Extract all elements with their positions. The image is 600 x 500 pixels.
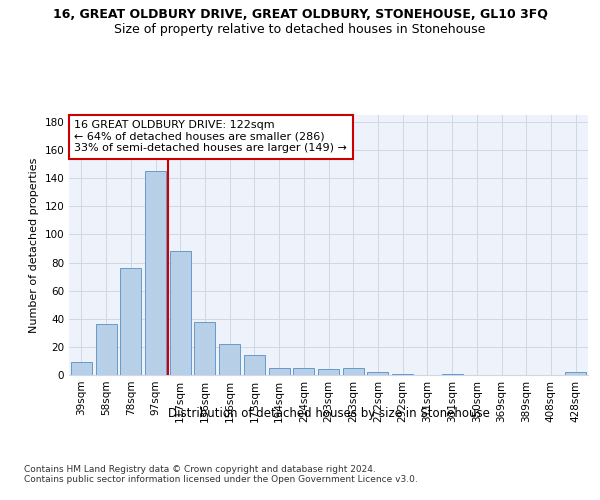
Text: Contains HM Land Registry data © Crown copyright and database right 2024.
Contai: Contains HM Land Registry data © Crown c…	[24, 465, 418, 484]
Bar	[392, 374, 413, 375]
Y-axis label: Number of detached properties: Number of detached properties	[29, 158, 39, 332]
Bar	[219, 344, 240, 375]
Bar	[293, 368, 314, 375]
Bar	[244, 356, 265, 375]
Bar	[565, 372, 586, 375]
Bar	[170, 252, 191, 375]
Bar	[442, 374, 463, 375]
Bar	[343, 368, 364, 375]
Text: 16 GREAT OLDBURY DRIVE: 122sqm
← 64% of detached houses are smaller (286)
33% of: 16 GREAT OLDBURY DRIVE: 122sqm ← 64% of …	[74, 120, 347, 154]
Bar	[120, 268, 141, 375]
Text: Size of property relative to detached houses in Stonehouse: Size of property relative to detached ho…	[115, 22, 485, 36]
Bar	[194, 322, 215, 375]
Bar	[71, 362, 92, 375]
Bar	[269, 368, 290, 375]
Bar	[95, 324, 116, 375]
Bar	[318, 370, 339, 375]
Bar	[145, 171, 166, 375]
Text: 16, GREAT OLDBURY DRIVE, GREAT OLDBURY, STONEHOUSE, GL10 3FQ: 16, GREAT OLDBURY DRIVE, GREAT OLDBURY, …	[53, 8, 547, 20]
Bar	[367, 372, 388, 375]
Text: Distribution of detached houses by size in Stonehouse: Distribution of detached houses by size …	[168, 408, 490, 420]
